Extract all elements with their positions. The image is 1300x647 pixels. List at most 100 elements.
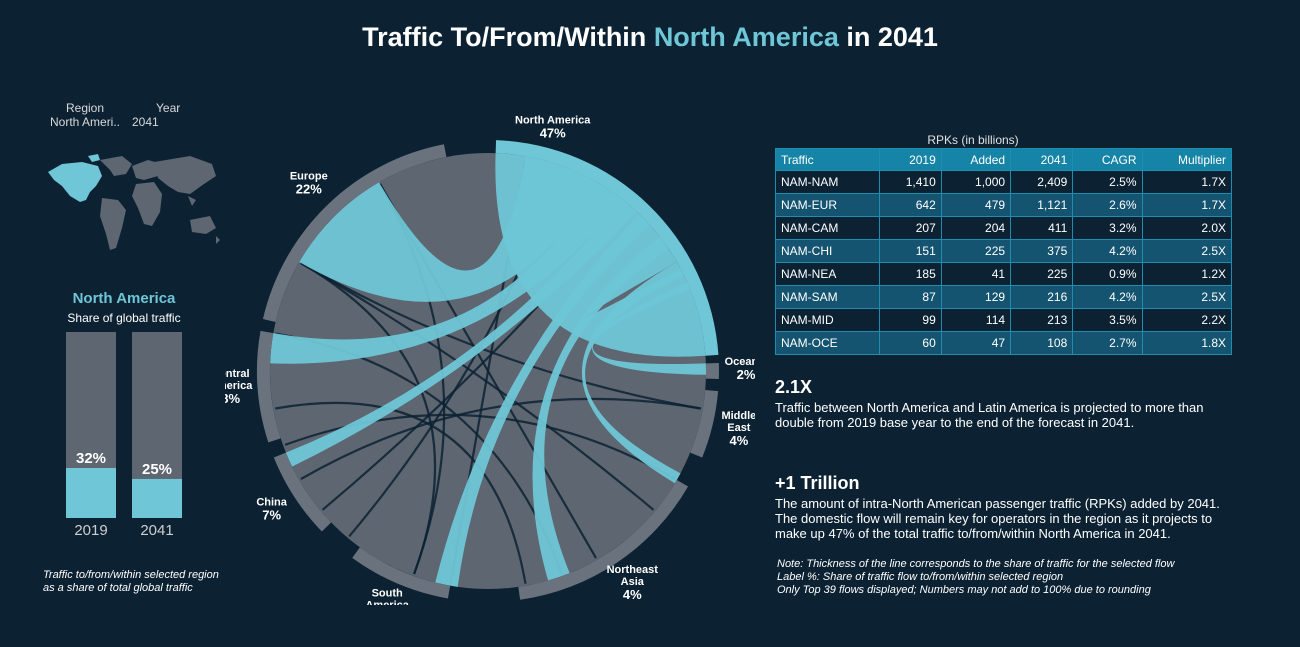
share-note-line: Traffic to/from/within selected region [43,569,219,581]
insight-multiplier: 2.1X Traffic between North America and L… [775,377,1235,430]
chord-label-name: North America [515,115,591,127]
bar-year-label: 2019 [74,522,108,539]
chord-ribbon[interactable] [592,282,706,375]
share-bar[interactable] [66,468,116,518]
chord-label-name: America [365,599,409,605]
insight-text: Traffic between North America and Latin … [775,400,1204,430]
chord-label-name: America [225,380,253,392]
table-cell: NAM-OCE [775,331,880,355]
title-suffix: in 2041 [838,22,938,52]
table-cell: NAM-NAM [775,170,880,194]
chord-segment-arc[interactable] [273,452,332,532]
chord-ribbon[interactable] [435,214,651,587]
table-row[interactable]: NAM-CAM 207 204 411 3.2% 2.0X [775,216,1232,240]
chord-segment-arc[interactable] [518,480,689,600]
rpk-table: Traffic 2019 Added 2041 CAGR Multiplier NAM-N… [775,148,1232,355]
footnotes: Note: Thickness of the line corresponds … [777,558,1174,597]
chord-ribbon[interactable] [285,199,637,467]
chord-segment-arc[interactable] [690,389,719,458]
table-cell: 0.9% [1072,262,1143,286]
table-cell: 99 [878,308,942,332]
chord-gap [284,413,676,480]
year-filter-label: Year [156,101,181,115]
table-header-cell[interactable]: 2019 [878,148,942,171]
share-note-line: as a share of total global traffic [43,582,193,594]
chord-segment-arc[interactable] [705,362,719,380]
region-filter-value[interactable]: North Ameri.. [50,115,121,129]
table-row[interactable]: NAM-EUR 642 479 1,121 2.6% 1.7X [775,193,1232,217]
table-cell: 108 [1010,331,1074,355]
table-cell: 4.2% [1072,285,1143,309]
chord-label-pct: 7% [262,508,281,523]
table-cell: 1.7X [1141,193,1232,217]
chord-label-pct: 2% [737,367,755,382]
table-cell: 2.2X [1141,308,1232,332]
chord-gap [300,397,701,480]
share-bar[interactable] [132,478,182,518]
table-row[interactable]: NAM-SAM 87 129 216 4.2% 2.5X [775,285,1232,309]
table-header-cell[interactable]: Added [940,148,1012,171]
chord-ribbon[interactable] [299,156,597,302]
table-cell: 1,410 [878,170,942,194]
table-row[interactable]: NAM-CHI 151 225 375 4.2% 2.5X [775,239,1232,263]
table-cell: NAM-EUR [775,193,880,217]
table-cell: 1,000 [940,170,1012,194]
chord-segment-arc[interactable] [352,547,451,599]
chord-label: Oceania2% [725,356,755,382]
table-row[interactable]: NAM-MID 99 114 213 3.5% 2.2X [775,308,1232,332]
chord-label-name: Central [225,368,250,380]
table-cell: 114 [940,308,1012,332]
share-panel-title: North America [72,290,176,307]
table-cell: 204 [940,216,1012,240]
chord-segment-arc[interactable] [257,330,281,443]
table-cell: 151 [878,239,942,263]
footnote-line: Note: Thickness of the line corresponds … [777,558,1175,570]
chord-ribbon[interactable] [270,182,623,364]
table-cell: NAM-CAM [775,216,880,240]
chord-label-name: South [372,587,403,599]
table-cell: 1.2X [1141,262,1232,286]
table-cell: NAM-MID [775,308,880,332]
table-cell: 1,121 [1010,193,1074,217]
share-note: Traffic to/from/within selected region a… [43,569,219,595]
chord-segment-arc[interactable] [495,140,719,356]
table-header-cell[interactable]: Traffic [775,148,880,171]
chord-label-name: China [256,497,287,509]
table-cell: 185 [878,262,942,286]
chord-gap [300,262,701,410]
insight-headline: 2.1X [775,377,813,397]
table-cell: 2.5X [1141,239,1232,263]
chord-diagram: North America47%Oceania2%MiddleEast4%Nor… [225,115,755,605]
share-panel-subtitle: Share of global traffic [67,311,181,325]
table-header-cell[interactable]: Multiplier [1141,148,1232,171]
table-cell: NAM-NEA [775,262,880,286]
table-cell: 2.7% [1072,331,1143,355]
table-cell: 213 [1010,308,1074,332]
table-row[interactable]: NAM-OCE 60 47 108 2.7% 1.8X [775,331,1232,355]
table-cell: 2.0X [1141,216,1232,240]
title-highlight: North America [653,22,839,52]
table-cell: 2.6% [1072,193,1143,217]
table-header-cell[interactable]: 2041 [1010,148,1074,171]
table-header-cell[interactable]: CAGR [1072,148,1143,171]
title-prefix: Traffic To/From/Within [362,22,654,52]
table-cell: 225 [1010,262,1074,286]
year-filter-value[interactable]: 2041 [132,115,159,129]
table-cell: 2.5X [1141,285,1232,309]
chord-ribbon[interactable] [581,262,684,484]
table-row[interactable]: NAM-NEA 185 41 225 0.9% 1.2X [775,262,1232,286]
share-bar-value-label: 32% [76,450,106,467]
table-row[interactable]: NAM-NAM 1,410 1,000 2,409 2.5% 1.7X [775,170,1232,194]
table-cell: 479 [940,193,1012,217]
page-title: Traffic To/From/Within North America in … [0,22,1300,53]
table-cell: 1.7X [1141,170,1232,194]
chord-ribbon[interactable] [532,236,669,581]
bar-year-label: 2041 [140,522,174,539]
share-bar-value-label: 25% [142,461,172,478]
chord-label-name: Middle [721,410,755,422]
insight-trillion: +1 Trillion The amount of intra-North Am… [775,473,1235,541]
chord-gap [275,401,527,584]
table-cell: 3.2% [1072,216,1143,240]
chord-label-name: Northeast [607,564,659,576]
